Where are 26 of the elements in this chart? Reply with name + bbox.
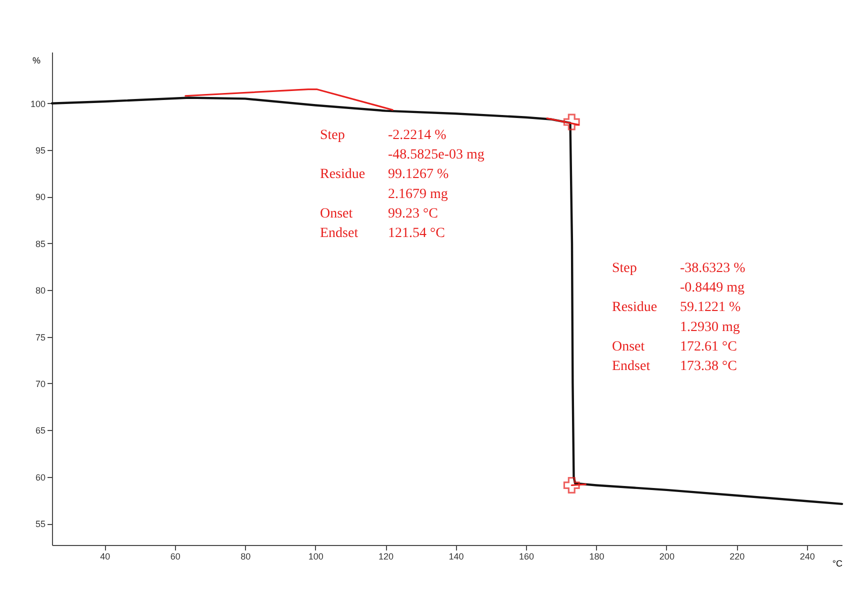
y-tick-label: 60 xyxy=(35,472,46,482)
x-tick-label: 80 xyxy=(240,552,251,562)
x-tick-label: 160 xyxy=(518,552,534,562)
x-axis-title: °C xyxy=(832,558,843,568)
y-tick-label: 95 xyxy=(35,146,46,156)
x-tick-label: 140 xyxy=(448,552,464,562)
y-tick-label: 90 xyxy=(35,192,46,202)
y-tick-label: 65 xyxy=(35,426,46,436)
line-series xyxy=(50,96,844,506)
x-tick-label: 40 xyxy=(100,552,110,562)
x-tick-label: 120 xyxy=(378,552,394,562)
x-tick-label: 60 xyxy=(170,552,180,562)
text: Step -2.2214 % -48.5825e-03 mg Residue 99.1267 % 2.1679 mg Onset 99.23 °C Endset 121.54 °C xyxy=(320,128,484,241)
x-tick-label: 220 xyxy=(730,552,745,562)
x-tick-label: 180 xyxy=(589,552,604,562)
x-tick-label: 200 xyxy=(659,552,674,562)
y-tick-label: 70 xyxy=(35,378,46,389)
y-tick-label: 100 xyxy=(30,98,46,109)
x-tick-label: 240 xyxy=(800,552,815,562)
y-axis-title: % xyxy=(32,56,40,66)
x-tick-label: 100 xyxy=(308,552,324,562)
text: Step -38.6323 % -0.8449 mg Residue 59.1221 % 1.2930 mg Onset 172.61 °C Endset 173.38 °C xyxy=(612,261,746,374)
y-tick-label: 85 xyxy=(35,238,46,249)
y-tick-label: 75 xyxy=(35,332,46,342)
y-tick-label: 55 xyxy=(35,519,46,530)
y-tick-label: 80 xyxy=(35,286,46,296)
